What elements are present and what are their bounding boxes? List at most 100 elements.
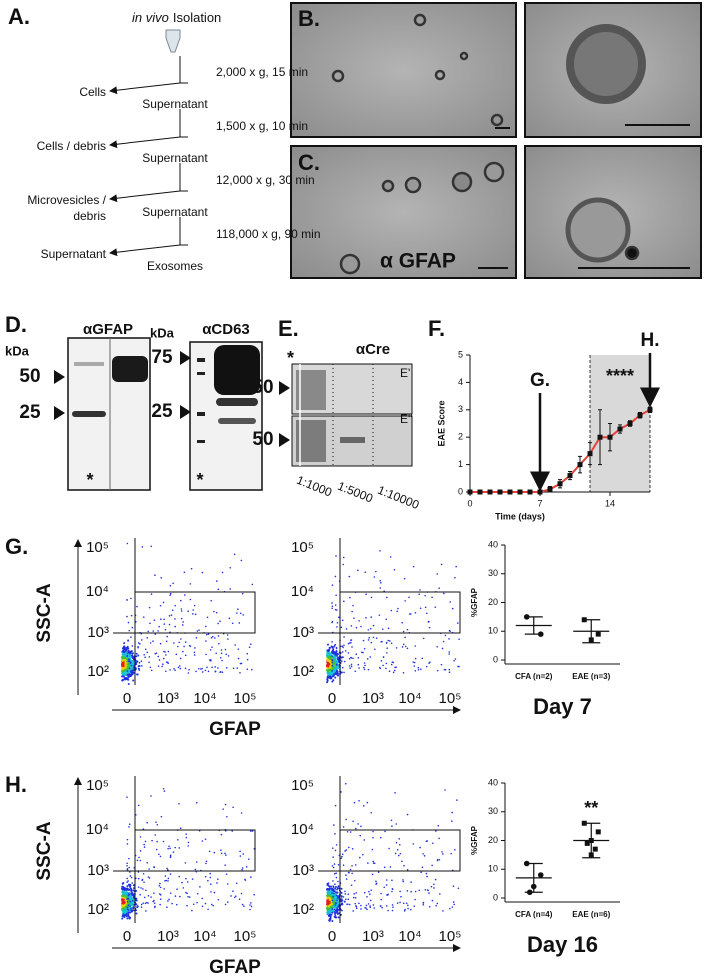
event-dot — [240, 812, 243, 814]
spin-condition: 118,000 x g, 90 min — [216, 227, 321, 241]
event-dot — [410, 890, 412, 893]
event-dot — [381, 628, 384, 630]
event-dot — [329, 905, 332, 908]
event-dot — [187, 845, 189, 847]
data-point — [595, 829, 601, 835]
event-dot — [334, 902, 337, 904]
event-dot — [179, 667, 182, 670]
data-point — [588, 637, 594, 643]
event-dot — [123, 888, 126, 891]
event-dot — [327, 659, 330, 662]
event-dot — [414, 898, 416, 901]
data-point — [526, 889, 533, 896]
event-dot — [327, 676, 330, 679]
event-dot — [425, 665, 428, 668]
event-dot — [360, 625, 362, 628]
event-dot — [216, 580, 218, 582]
event-dot — [403, 864, 405, 867]
event-dot — [126, 647, 128, 650]
event-dot — [438, 587, 440, 590]
event-dot — [332, 856, 334, 858]
event-dot — [126, 867, 129, 870]
event-dot — [454, 576, 456, 579]
band — [340, 437, 365, 443]
event-dot — [127, 911, 130, 914]
event-dot — [169, 592, 172, 595]
event-dot — [178, 847, 181, 849]
event-dot — [135, 652, 138, 655]
event-dot — [200, 668, 202, 670]
event-dot — [141, 665, 143, 667]
event-dot — [137, 871, 140, 873]
event-dot — [328, 675, 331, 678]
event-dot — [184, 594, 186, 596]
event-dot — [337, 885, 340, 888]
x-tick-label: 10⁴ — [193, 690, 216, 707]
event-dot — [348, 846, 350, 849]
event-dot — [182, 650, 184, 653]
event-dot — [335, 894, 338, 897]
event-dot — [248, 858, 250, 860]
event-dot — [195, 670, 197, 673]
event-dot — [140, 660, 143, 663]
event-dot — [326, 649, 329, 652]
event-dot — [335, 555, 337, 557]
event-dot — [331, 908, 334, 910]
event-dot — [169, 669, 171, 671]
event-dot — [132, 669, 135, 672]
event-dot — [221, 571, 224, 574]
event-dot — [163, 618, 165, 621]
event-dot — [237, 608, 239, 610]
y-tick-label: 0 — [458, 486, 463, 496]
event-dot — [353, 893, 356, 895]
event-dot — [131, 909, 134, 912]
event-dot — [209, 649, 212, 651]
event-dot — [137, 877, 140, 880]
event-dot — [131, 652, 134, 655]
event-dot — [410, 613, 412, 615]
event-dot — [125, 913, 128, 916]
event-dot — [157, 655, 160, 658]
event-dot — [426, 875, 428, 878]
event-dot — [127, 897, 129, 900]
event-dot — [398, 843, 401, 846]
event-dot — [121, 650, 124, 653]
event-dot — [149, 622, 151, 625]
event-dot — [179, 657, 182, 660]
event-dot — [137, 804, 140, 807]
event-dot — [132, 895, 135, 898]
event-dot — [341, 645, 344, 648]
y-tick-label: 40 — [488, 777, 498, 787]
event-dot — [124, 891, 127, 894]
event-dot — [142, 872, 145, 875]
event-dot — [181, 881, 183, 884]
event-dot — [330, 895, 333, 898]
event-dot — [397, 607, 399, 610]
event-dot — [331, 607, 333, 610]
event-dot — [331, 847, 334, 849]
event-dot — [126, 677, 129, 680]
event-dot — [326, 678, 329, 681]
event-dot — [364, 571, 367, 574]
event-dot — [208, 659, 211, 661]
data-point — [523, 860, 530, 867]
event-dot — [186, 892, 188, 895]
event-dot — [211, 635, 214, 638]
event-dot — [333, 644, 336, 647]
event-dot — [128, 823, 131, 826]
event-dot — [326, 681, 329, 684]
event-dot — [146, 901, 148, 904]
panel-label: A. — [8, 4, 30, 29]
event-dot — [331, 865, 334, 867]
event-dot — [441, 851, 443, 853]
event-dot — [201, 905, 204, 908]
event-dot — [121, 914, 124, 917]
event-dot — [169, 594, 171, 596]
antibody-label: αCre — [356, 341, 390, 358]
event-dot — [183, 645, 185, 648]
event-dot — [204, 838, 207, 840]
event-dot — [363, 666, 365, 669]
event-dot — [131, 626, 134, 629]
event-dot — [439, 893, 441, 895]
event-dot — [383, 866, 386, 869]
